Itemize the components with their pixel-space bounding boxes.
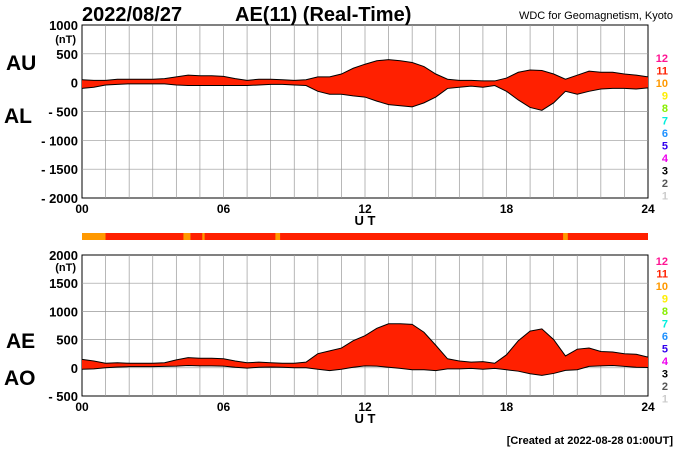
date-title: 2022/08/27 bbox=[82, 4, 182, 26]
unit-label-bottom: (nT) bbox=[55, 262, 76, 274]
bottom-y-tick: 1500 bbox=[49, 276, 78, 291]
top-y-tick: - 1500 bbox=[41, 162, 78, 177]
top-y-tick: 500 bbox=[56, 47, 78, 62]
bottom-y-tick: - 500 bbox=[48, 389, 78, 404]
bottom-station-legend-item: 6 bbox=[662, 331, 668, 343]
top-station-legend-item: 3 bbox=[662, 166, 668, 178]
top-station-legend-item: 1 bbox=[662, 191, 668, 203]
bottom-y-tick: 500 bbox=[56, 333, 78, 348]
bottom-station-legend-item: 10 bbox=[656, 281, 668, 293]
bottom-y-tick: 0 bbox=[71, 361, 78, 376]
x-axis-label-bottom: U T bbox=[355, 411, 376, 426]
bottom-station-legend-item: 12 bbox=[656, 256, 668, 268]
ao-label: AO bbox=[4, 367, 36, 390]
strip-segment bbox=[105, 233, 184, 240]
top-lower-line bbox=[81, 83, 649, 111]
bottom-station-legend-item: 8 bbox=[662, 306, 668, 318]
al-label: AL bbox=[4, 105, 32, 128]
top-y-tick: 1000 bbox=[49, 18, 78, 33]
x-axis-label-top: U T bbox=[355, 213, 376, 228]
top-station-legend-item: 8 bbox=[662, 103, 668, 115]
top-x-tick: 06 bbox=[217, 202, 231, 216]
bottom-y-tick: 2000 bbox=[49, 248, 78, 263]
bottom-y-tick: 1000 bbox=[49, 304, 78, 319]
top-station-legend-item: 5 bbox=[662, 141, 668, 153]
bottom-upper-line bbox=[81, 323, 649, 364]
ae-label: AE bbox=[6, 330, 35, 353]
bottom-station-legend-item: 4 bbox=[662, 356, 669, 368]
bottom-station-legend-item: 9 bbox=[662, 294, 668, 306]
top-station-legend-item: 7 bbox=[662, 116, 668, 128]
top-station-legend-item: 9 bbox=[662, 91, 668, 103]
source-label: WDC for Geomagnetism, Kyoto bbox=[519, 10, 673, 22]
strip-segment bbox=[275, 233, 281, 240]
top-x-tick: 18 bbox=[500, 202, 514, 216]
bottom-station-legend-item: 3 bbox=[662, 369, 668, 381]
bottom-lower-line bbox=[81, 365, 649, 376]
bottom-station-legend-item: 5 bbox=[662, 344, 668, 356]
chart-title: AE(11) (Real-Time) bbox=[235, 4, 411, 26]
au-label: AU bbox=[6, 52, 36, 75]
top-y-tick: 0 bbox=[71, 76, 78, 91]
bottom-x-tick: 18 bbox=[500, 400, 514, 414]
bottom-x-tick: 24 bbox=[641, 400, 655, 414]
strip-segment bbox=[82, 233, 106, 240]
strip-segment bbox=[563, 233, 568, 240]
bottom-x-tick: 12 bbox=[358, 400, 372, 414]
strip-segment bbox=[183, 233, 191, 240]
bottom-station-legend-item: 2 bbox=[662, 381, 668, 393]
bottom-station-legend-item: 1 bbox=[662, 394, 668, 406]
top-station-legend-item: 12 bbox=[656, 53, 668, 65]
bottom-x-tick: 06 bbox=[217, 400, 231, 414]
top-station-legend-item: 10 bbox=[656, 78, 668, 90]
top-station-legend-item: 6 bbox=[662, 128, 668, 140]
bottom-station-legend-item: 7 bbox=[662, 319, 668, 331]
top-upper-line bbox=[81, 59, 649, 82]
top-station-legend-item: 11 bbox=[656, 66, 668, 78]
top-x-tick: 00 bbox=[75, 202, 89, 216]
created-timestamp: [Created at 2022-08-28 01:00UT] bbox=[507, 435, 674, 447]
top-x-tick: 24 bbox=[641, 202, 655, 216]
top-station-legend-item: 2 bbox=[662, 178, 668, 190]
top-band-area bbox=[82, 59, 648, 111]
top-y-tick: - 500 bbox=[48, 105, 78, 120]
bottom-x-tick: 00 bbox=[75, 400, 89, 414]
top-station-legend-item: 4 bbox=[662, 153, 669, 165]
bottom-station-legend-item: 11 bbox=[656, 269, 668, 281]
top-y-tick: - 1000 bbox=[41, 133, 78, 148]
strip-segment bbox=[202, 233, 205, 240]
top-y-tick: - 2000 bbox=[41, 191, 78, 206]
top-x-tick: 12 bbox=[358, 202, 372, 216]
bottom-band-area bbox=[82, 323, 648, 376]
station-count-strip bbox=[82, 233, 648, 240]
unit-label-top: (nT) bbox=[55, 34, 76, 46]
